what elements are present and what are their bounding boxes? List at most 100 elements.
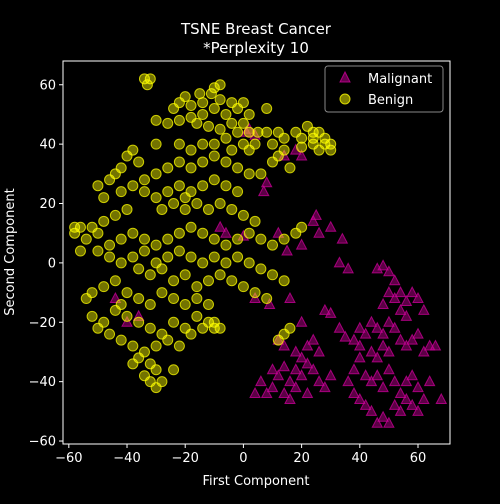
- malignant-point: [394, 303, 407, 315]
- benign-point: [226, 203, 238, 215]
- malignant-point: [284, 291, 296, 304]
- x-tick-label: 0: [239, 451, 247, 466]
- benign-point: [232, 126, 244, 138]
- malignant-point: [307, 363, 320, 375]
- malignant-point: [353, 351, 366, 363]
- benign-point: [284, 162, 296, 174]
- malignant-point: [383, 286, 395, 298]
- benign-point: [156, 287, 168, 299]
- malignant-point: [295, 315, 308, 327]
- benign-point: [162, 186, 174, 198]
- benign-point: [220, 156, 232, 168]
- y-tick-label: 0: [48, 256, 56, 271]
- benign-point: [168, 103, 180, 115]
- benign-point: [179, 269, 191, 281]
- benign-point: [80, 233, 92, 245]
- benign-point: [208, 322, 220, 334]
- benign-point: [226, 275, 238, 287]
- benign-point: [173, 138, 185, 150]
- malignant-point: [388, 321, 401, 333]
- benign-point: [202, 120, 214, 132]
- malignant-point: [272, 369, 285, 381]
- malignant-point: [307, 333, 320, 345]
- malignant-point: [255, 375, 267, 387]
- malignant-point: [342, 262, 354, 274]
- benign-point: [185, 221, 197, 233]
- benign-point: [104, 239, 116, 251]
- malignant-point: [371, 321, 384, 333]
- malignant-point: [423, 375, 436, 387]
- legend-malignant-label: Malignant: [368, 72, 432, 87]
- benign-point: [121, 310, 133, 322]
- benign-point: [179, 298, 191, 310]
- malignant-point: [388, 291, 401, 304]
- malignant-point: [272, 333, 285, 345]
- malignant-point: [412, 327, 424, 339]
- benign-point: [284, 322, 296, 334]
- benign-point: [313, 144, 325, 156]
- benign-point: [243, 257, 255, 269]
- benign-point: [127, 227, 139, 239]
- malignant-point: [278, 360, 290, 372]
- benign-point: [121, 287, 133, 299]
- malignant-point: [383, 416, 395, 428]
- malignant-point: [365, 375, 378, 387]
- benign-point: [191, 198, 203, 210]
- benign-point: [249, 287, 261, 299]
- benign-point: [197, 108, 209, 120]
- malignant-point: [400, 294, 413, 306]
- malignant-point: [310, 208, 322, 220]
- benign-point: [150, 340, 162, 352]
- x-axis: −60 −40 −20 0 20 40 60: [55, 444, 426, 466]
- benign-point: [197, 322, 209, 334]
- benign-point: [208, 103, 220, 115]
- legend-malignant-marker: [339, 70, 351, 83]
- benign-point: [261, 103, 273, 115]
- benign-point: [127, 251, 139, 263]
- y-tick-label: −20: [29, 316, 56, 331]
- benign-point: [162, 334, 174, 346]
- malignant-point: [333, 321, 346, 333]
- benign-point: [74, 245, 86, 257]
- benign-point: [98, 192, 110, 204]
- benign-point: [138, 245, 150, 257]
- malignant-point: [388, 398, 401, 410]
- malignant-point: [348, 363, 360, 375]
- malignant-point: [324, 369, 337, 381]
- benign-point: [144, 269, 156, 281]
- benign-point: [104, 328, 116, 340]
- benign-point: [278, 233, 290, 245]
- benign-point: [202, 203, 214, 215]
- benign-point: [138, 73, 150, 85]
- malignant-point: [406, 286, 419, 298]
- malignant-point: [371, 369, 384, 381]
- points-layer: [69, 73, 448, 428]
- malignant-point: [301, 339, 314, 351]
- malignant-point: [400, 375, 413, 387]
- malignant-point: [313, 345, 325, 357]
- y-tick-label: 60: [39, 78, 56, 93]
- benign-point: [208, 138, 220, 150]
- benign-point: [150, 192, 162, 204]
- benign-point: [156, 263, 168, 275]
- benign-point: [150, 382, 162, 394]
- malignant-point: [400, 339, 413, 351]
- benign-point: [133, 293, 145, 305]
- benign-point: [80, 293, 92, 305]
- malignant-point: [371, 351, 384, 363]
- benign-point: [255, 263, 267, 275]
- benign-point: [185, 144, 197, 156]
- benign-point: [185, 100, 197, 112]
- malignant-point: [377, 297, 389, 309]
- benign-point: [214, 79, 226, 91]
- malignant-point: [339, 330, 352, 342]
- benign-point: [173, 227, 185, 239]
- malignant-point: [417, 303, 430, 315]
- benign-point: [144, 322, 156, 334]
- benign-point: [86, 310, 98, 322]
- benign-point: [243, 227, 255, 239]
- malignant-point: [289, 363, 302, 375]
- benign-point: [202, 275, 214, 287]
